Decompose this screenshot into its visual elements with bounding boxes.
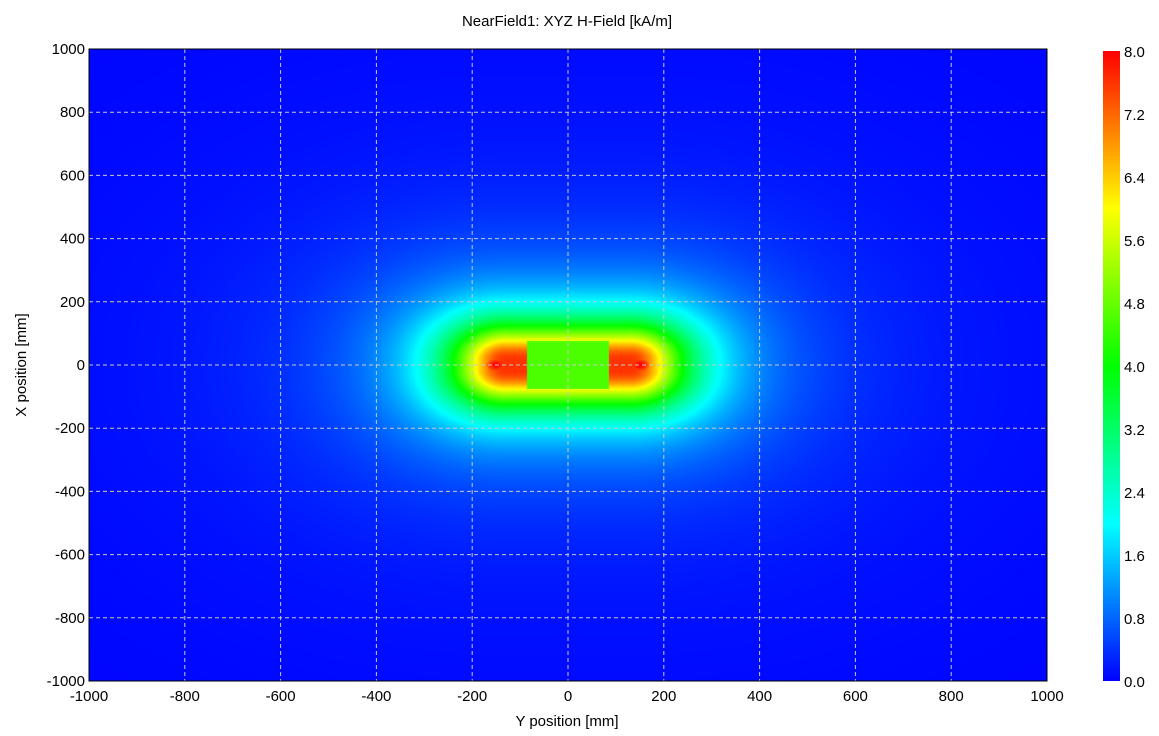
x-tick-label: 400 — [747, 688, 772, 705]
x-tick-label: 1000 — [1030, 688, 1063, 705]
x-tick-label: 800 — [939, 688, 964, 705]
y-tick-label: 400 — [60, 231, 85, 248]
y-tick-label: -600 — [55, 547, 85, 564]
x-tick-label: -1000 — [70, 688, 108, 705]
grid-lines — [89, 49, 1047, 681]
colorbar-tick-label: 4.0 — [1124, 359, 1145, 376]
y-tick-label: 600 — [60, 167, 85, 184]
x-tick-label: 200 — [651, 688, 676, 705]
y-axis-label: X position [mm] — [13, 313, 30, 416]
colorbar-tick-label: 6.4 — [1124, 170, 1145, 187]
colorbar-tick-label: 5.6 — [1124, 233, 1145, 250]
y-tick-label: -200 — [55, 420, 85, 437]
colorbar-tick-label: 3.2 — [1124, 422, 1145, 439]
colorbar-tick-label: 7.2 — [1124, 107, 1145, 124]
colorbar-tick-label: 0.0 — [1124, 674, 1145, 691]
y-tick-label: -1000 — [47, 673, 85, 690]
y-tick-label: 1000 — [52, 41, 85, 58]
x-axis-ticks: -1000 -800 -600 -400 -200 0 200 400 600 800 1000 — [70, 688, 1064, 705]
y-axis-ticks: -1000 -800 -600 -400 -200 0 200 400 600 800 1000 — [47, 41, 85, 690]
colorbar-tick-label: 4.8 — [1124, 296, 1145, 313]
chart-title: NearField1: XYZ H-Field [kA/m] — [462, 13, 672, 30]
x-tick-label: -800 — [170, 688, 200, 705]
colorbar — [1103, 51, 1120, 681]
y-tick-label: -400 — [55, 483, 85, 500]
colorbar-ticks: 0.0 0.8 1.6 2.4 3.2 4.0 4.8 5.6 6.4 7.2 8.0 — [1124, 44, 1145, 691]
x-axis-label: Y position [mm] — [515, 713, 618, 730]
y-tick-label: -800 — [55, 610, 85, 627]
x-tick-label: 600 — [843, 688, 868, 705]
colorbar-tick-label: 8.0 — [1124, 44, 1145, 61]
y-tick-label: 800 — [60, 104, 85, 121]
y-tick-label: 0 — [77, 357, 85, 374]
y-tick-label: 200 — [60, 294, 85, 311]
x-tick-label: -400 — [361, 688, 391, 705]
plot-frame — [88, 48, 1048, 682]
colorbar-tick-label: 2.4 — [1124, 485, 1145, 502]
x-tick-label: -600 — [266, 688, 296, 705]
x-tick-label: 0 — [564, 688, 572, 705]
colorbar-tick-label: 0.8 — [1124, 611, 1145, 628]
colorbar-tick-label: 1.6 — [1124, 548, 1145, 565]
x-tick-label: -200 — [457, 688, 487, 705]
